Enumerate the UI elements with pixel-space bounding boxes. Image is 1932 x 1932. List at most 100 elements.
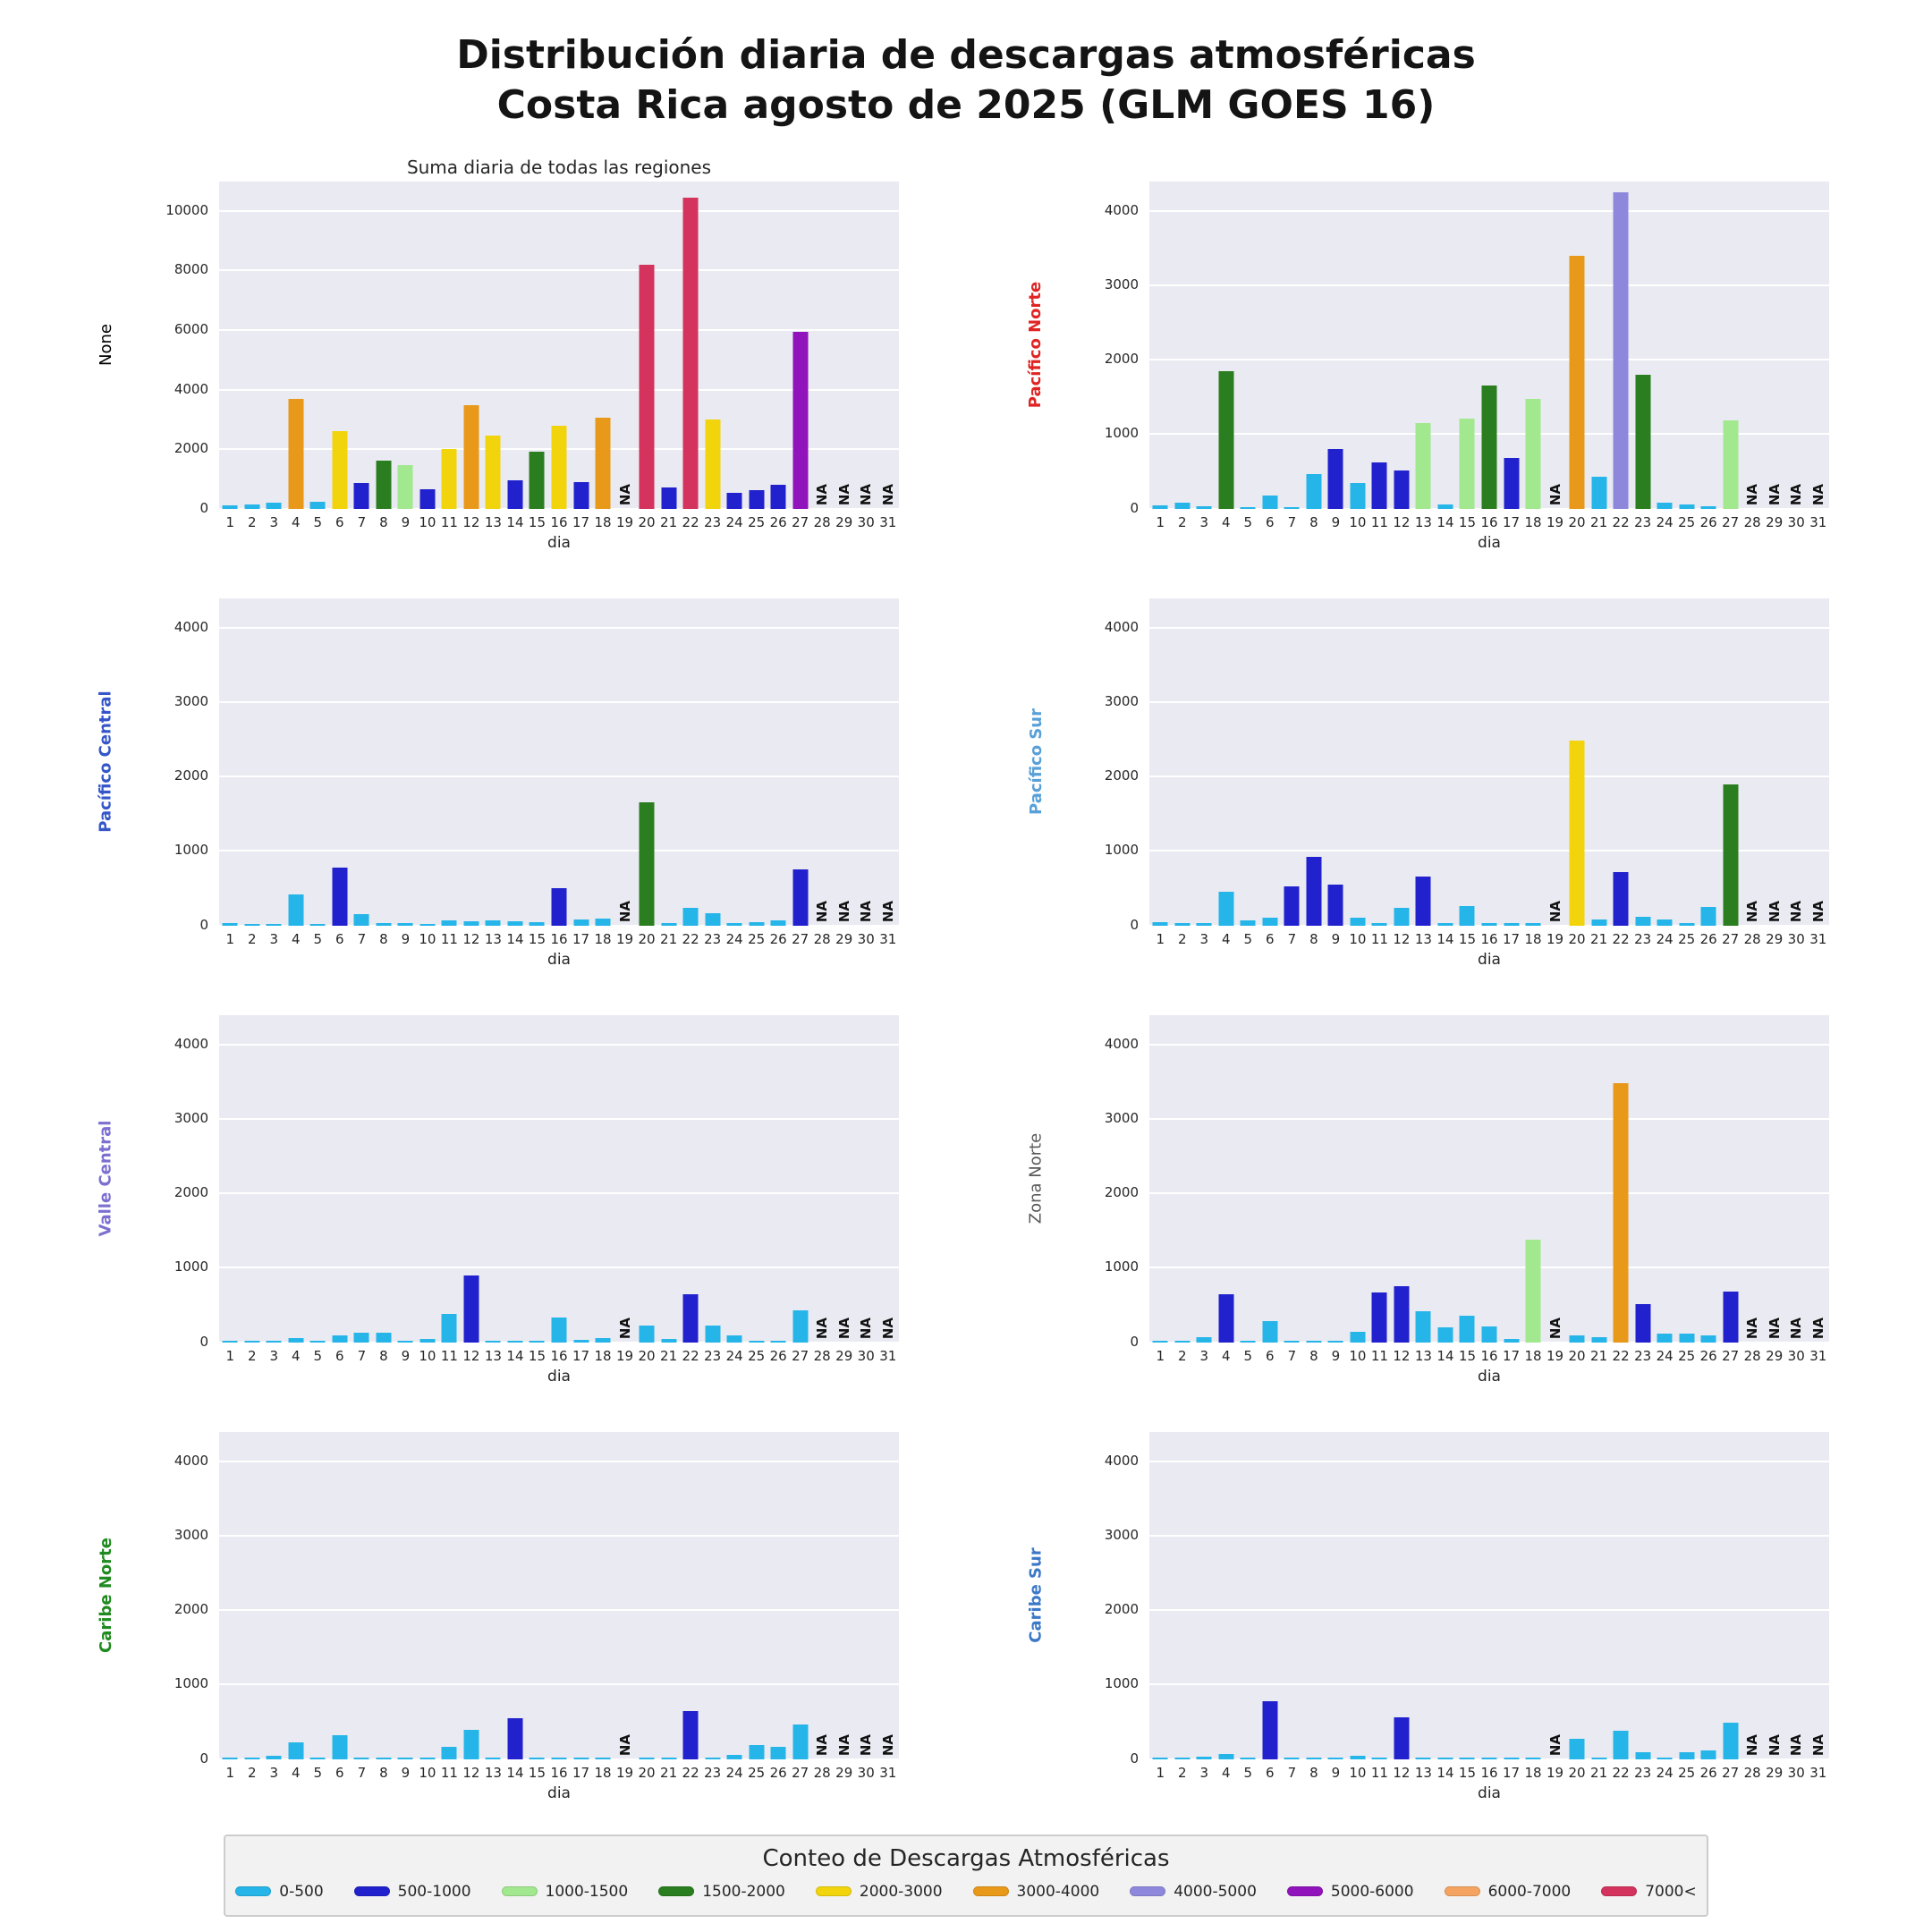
legend-item: 0-500: [235, 1883, 324, 1901]
x-tick-label: 13: [484, 513, 502, 530]
x-tick-label: 21: [1590, 1347, 1608, 1364]
y-tick-label: 1000: [1104, 842, 1139, 859]
plot-area: NA NA NA NA NA: [1149, 597, 1829, 926]
x-tick-label: 16: [550, 1764, 568, 1781]
x-tick-label: 31: [1809, 1764, 1827, 1781]
gridline: [219, 626, 899, 629]
na-label: NA: [858, 901, 875, 923]
x-tick-label: 1: [1156, 1347, 1165, 1364]
x-tick-label: 29: [1766, 1764, 1784, 1781]
x-tick-label: 28: [1743, 1764, 1761, 1781]
x-tick-label: 19: [1546, 1347, 1564, 1364]
bar-day-27: [1723, 784, 1739, 926]
bar-day-13: [485, 436, 501, 509]
y-tick-label: 8000: [174, 261, 208, 278]
bar-day-24: [726, 923, 742, 926]
bar-day-3: [1196, 506, 1212, 509]
legend-item: 500-1000: [353, 1883, 471, 1901]
bar-day-8: [1306, 474, 1322, 509]
y-tick-label: 0: [1130, 1750, 1139, 1767]
legend-label: 1500-2000: [702, 1882, 785, 1901]
bar-day-25: [1679, 1333, 1695, 1343]
y-tick-label: 3000: [1104, 1110, 1139, 1127]
x-tick-label: 15: [528, 1347, 547, 1364]
bar-day-26: [1700, 1750, 1716, 1759]
x-tick-label: 26: [769, 930, 787, 947]
x-tick-label: 25: [1678, 1764, 1696, 1781]
x-tick-label: 8: [1309, 1347, 1318, 1364]
y-tick-label: 4000: [1104, 618, 1139, 635]
x-tick-label: 11: [440, 1347, 458, 1364]
bar-day-14: [1437, 1327, 1453, 1343]
bar-day-26: [770, 1747, 786, 1759]
x-tick-label: 3: [269, 513, 279, 530]
na-label: NA: [1788, 1734, 1805, 1757]
bar-day-15: [1459, 906, 1475, 926]
bar-day-11: [441, 449, 457, 509]
legend-item: 6000-7000: [1444, 1882, 1572, 1901]
y-tick-label: 4000: [174, 618, 208, 635]
y-tick-label: 4000: [1104, 1452, 1139, 1469]
x-tick-label: 16: [550, 1347, 568, 1364]
x-tick-label: 24: [1656, 1347, 1674, 1364]
x-tick-label: 13: [1414, 930, 1432, 947]
x-tick-label: 22: [1612, 1347, 1630, 1364]
bar-day-9: [397, 923, 413, 926]
bar-day-7: [353, 1332, 369, 1343]
x-tick-label: 12: [1393, 1764, 1411, 1781]
legend-swatch: [1130, 1886, 1166, 1897]
x-tick-label: 31: [1809, 1347, 1827, 1364]
bar-day-1: [222, 504, 238, 509]
y-tick-label: 4000: [1104, 201, 1139, 218]
y-tick-label: 2000: [1104, 351, 1139, 368]
na-label: NA: [1809, 484, 1826, 506]
bar-day-1: [222, 923, 238, 926]
y-axis-label-text: Caribe Sur: [1026, 1547, 1046, 1643]
x-tick-label: 11: [1370, 513, 1388, 530]
x-tick-label: 31: [879, 513, 897, 530]
bar-day-21: [661, 923, 677, 926]
x-tick-label: 23: [1634, 1764, 1652, 1781]
x-tick-label: 30: [1787, 1347, 1805, 1364]
x-tick-label: 15: [1458, 1764, 1477, 1781]
x-tick-label: 26: [769, 1347, 787, 1364]
x-tick-label: 29: [835, 513, 853, 530]
bar-day-7: [353, 483, 369, 509]
x-tick-label: 19: [1546, 1764, 1564, 1781]
x-tick-label: 21: [1590, 930, 1608, 947]
bar-day-6: [332, 431, 348, 509]
bar-day-23: [705, 913, 721, 926]
x-tick-label: 7: [1287, 1347, 1297, 1364]
bar-day-15: [529, 922, 545, 926]
legend-item: 3000-4000: [972, 1883, 1099, 1901]
bar-day-24: [726, 1754, 742, 1759]
bar-day-6: [332, 1735, 348, 1759]
bar-day-12: [1394, 1717, 1410, 1759]
x-tick-label: 24: [1656, 1764, 1674, 1781]
legend-label: 7000<: [1645, 1882, 1697, 1901]
x-tick-label: 4: [292, 513, 301, 530]
na-label: NA: [814, 1734, 831, 1757]
x-tick-label: 6: [1266, 513, 1275, 530]
bar-day-16: [1481, 386, 1497, 509]
y-axis-label-text: Caribe Norte: [96, 1538, 115, 1654]
x-tick-label: 10: [419, 513, 436, 530]
plot-area: NA NA NA NA NA: [219, 597, 899, 926]
bar-day-15: [1459, 418, 1475, 509]
x-tick-label: 4: [292, 930, 301, 947]
x-tick-label: 22: [682, 1764, 699, 1781]
na-label: NA: [1809, 1734, 1826, 1757]
plot-area: NA NA NA NA NA: [219, 181, 899, 509]
x-tick-label: 10: [419, 1347, 436, 1364]
x-tick-label: 15: [528, 930, 547, 947]
bar-day-8: [376, 1757, 392, 1759]
legend-label: 6000-7000: [1487, 1882, 1572, 1901]
bar-day-8: [376, 460, 392, 509]
bar-day-27: [792, 1724, 809, 1759]
x-tick-label: 7: [357, 1764, 367, 1781]
bar-day-16: [1481, 923, 1497, 926]
y-tick-label: 3000: [1104, 693, 1139, 710]
x-tick-label: 1: [225, 513, 235, 530]
x-tick-label: 5: [1243, 513, 1253, 530]
gridline: [1149, 1043, 1829, 1046]
